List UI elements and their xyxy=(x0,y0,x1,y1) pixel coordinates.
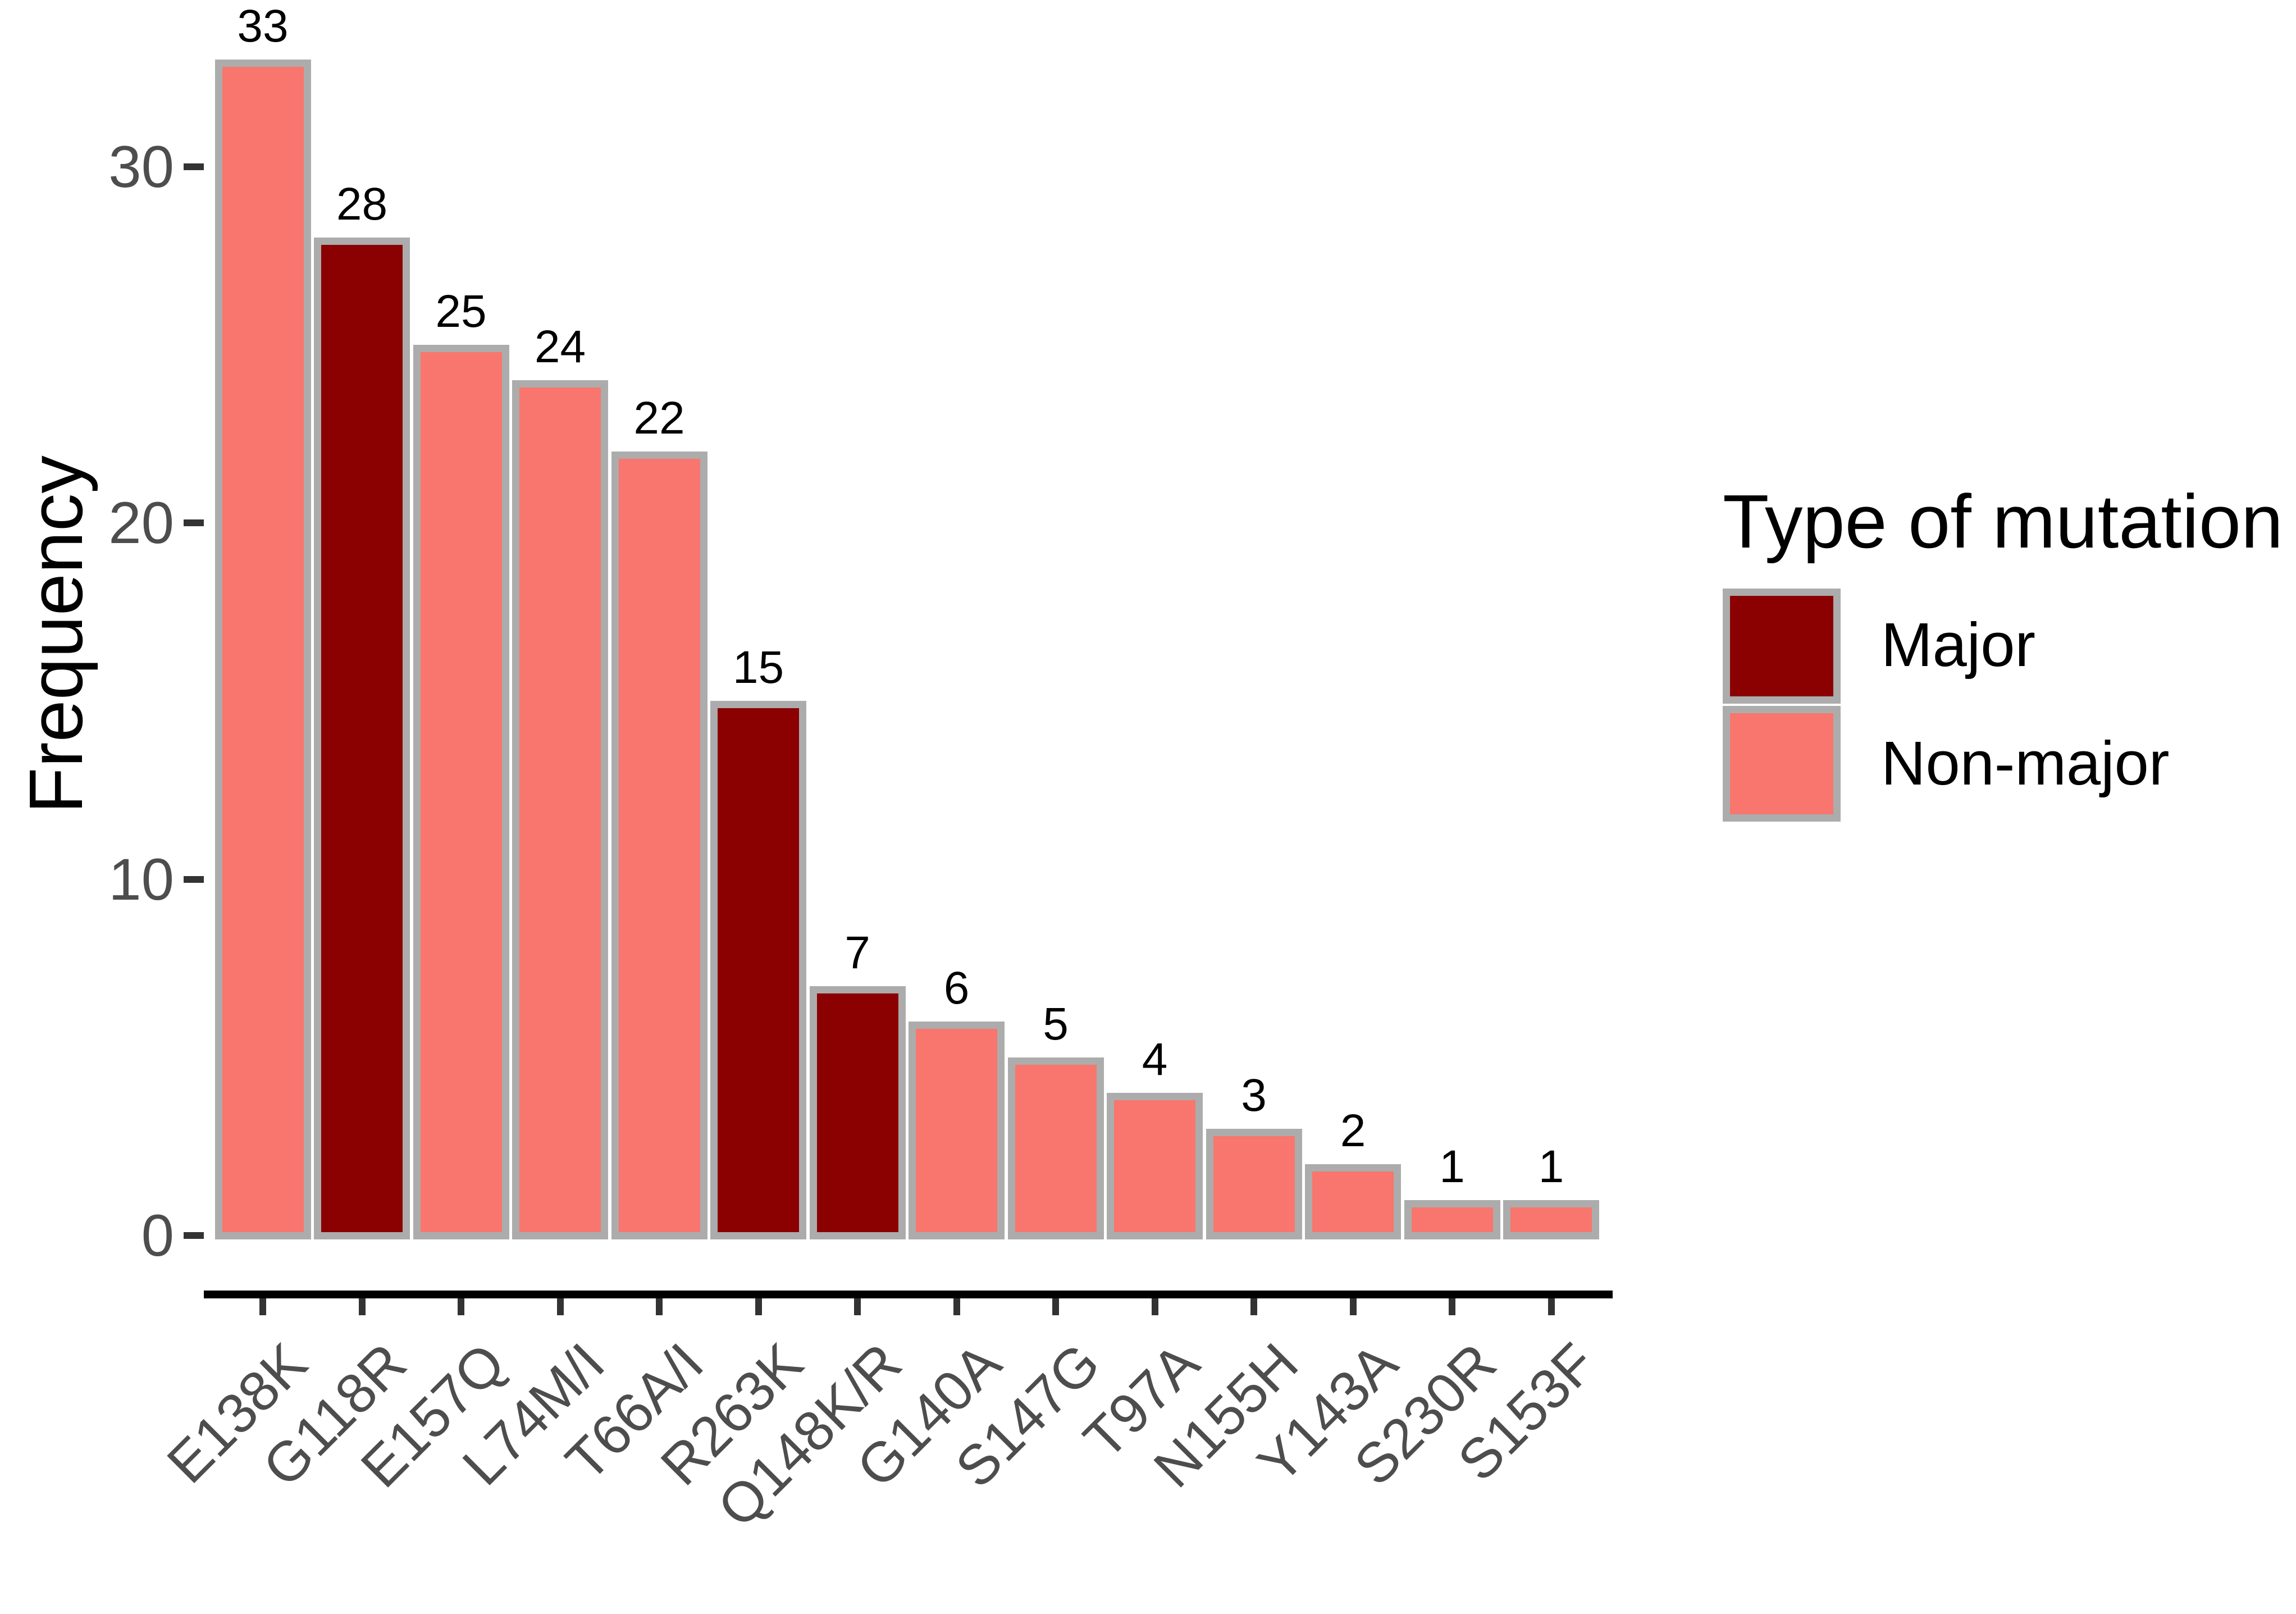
x-axis-tick xyxy=(953,1298,960,1315)
x-axis-tick xyxy=(755,1298,762,1315)
legend-label-non-major: Non-major xyxy=(1881,729,2170,798)
legend-title: Type of mutation xyxy=(1723,479,2284,564)
bar-value-label: 5 xyxy=(1043,998,1069,1050)
y-axis-tick-label: 30 xyxy=(108,134,174,200)
x-axis-tick xyxy=(556,1298,564,1315)
bar-E157Q xyxy=(413,344,509,1239)
bar-value-label: 15 xyxy=(732,642,784,694)
bar-S230R xyxy=(1404,1200,1500,1239)
bar-value-label: 22 xyxy=(633,393,685,444)
bar-value-label: 25 xyxy=(435,285,487,337)
y-axis-title: Frequency xyxy=(13,455,98,814)
bar-R263K xyxy=(710,701,806,1239)
legend-key-non-major xyxy=(1723,706,1841,822)
y-axis-tick xyxy=(184,519,204,526)
bar-value-label: 33 xyxy=(237,1,289,52)
bar-value-label: 2 xyxy=(1340,1105,1366,1157)
y-axis-tick-label: 10 xyxy=(108,846,174,913)
x-axis-line xyxy=(204,1291,1613,1298)
bar-T66A/I xyxy=(611,452,707,1239)
y-axis-tick-label: 20 xyxy=(108,490,174,556)
legend-label-major: Major xyxy=(1881,610,2036,680)
bar-value-label: 6 xyxy=(943,963,970,1014)
x-axis-tick xyxy=(1151,1298,1158,1315)
x-axis-tick xyxy=(1548,1298,1555,1315)
x-axis-tick xyxy=(1052,1298,1059,1315)
bar-G140A xyxy=(909,1022,1005,1239)
x-axis-tick xyxy=(259,1298,266,1315)
x-axis-tick xyxy=(1250,1298,1257,1315)
bar-E138K xyxy=(214,60,311,1239)
x-axis-tick xyxy=(1349,1298,1357,1315)
x-axis-tick xyxy=(854,1298,861,1315)
bar-N155H xyxy=(1206,1128,1302,1239)
bar-value-label: 4 xyxy=(1142,1034,1168,1086)
y-axis-tick xyxy=(184,1232,204,1239)
bar-S147G xyxy=(1007,1057,1104,1239)
x-axis-tick xyxy=(1449,1298,1455,1315)
bar-value-label: 7 xyxy=(845,927,870,978)
bar-value-label: 24 xyxy=(534,321,586,373)
bar-value-label: 28 xyxy=(336,179,388,230)
bar-chart: Frequency 0 10 20 30 33 E138K 28 G118R 25 E157Q 24… xyxy=(13,1,2284,1539)
bar-Y143A xyxy=(1305,1164,1401,1239)
x-axis-tick xyxy=(358,1298,366,1315)
x-axis-tick xyxy=(458,1298,464,1315)
y-axis-tick xyxy=(184,163,204,170)
legend-key-major xyxy=(1723,589,1841,704)
bar-value-label: 1 xyxy=(1538,1141,1564,1192)
bar-T97A xyxy=(1107,1093,1203,1239)
x-axis-tick xyxy=(656,1298,663,1315)
bar-G118R xyxy=(314,238,410,1239)
y-axis-tick-label: 0 xyxy=(141,1203,174,1269)
bar-value-label: 3 xyxy=(1241,1069,1267,1121)
bar-value-label: 1 xyxy=(1439,1141,1465,1192)
y-axis-tick xyxy=(184,876,204,883)
bar-Q148K/R xyxy=(809,986,906,1239)
bar-S153F xyxy=(1503,1200,1599,1239)
bar-L74M/I xyxy=(512,380,608,1239)
